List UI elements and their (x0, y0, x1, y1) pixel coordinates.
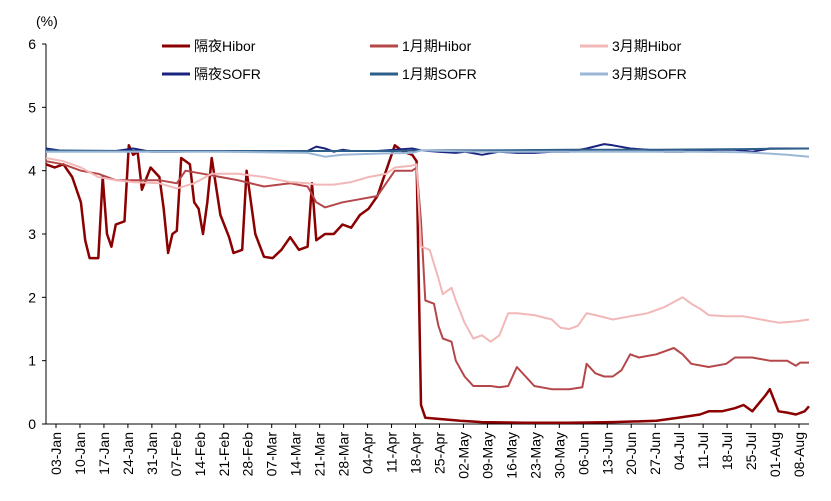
x-tick-label: 23-May (527, 432, 543, 479)
y-tick-label: 1 (28, 353, 36, 369)
y-tick-label: 2 (28, 289, 36, 305)
x-tick-label: 08-Aug (791, 432, 807, 477)
legend-label: 隔夜Hibor (194, 38, 256, 54)
legend-item-3: 隔夜SOFR (162, 66, 261, 82)
series-layer (45, 143, 810, 424)
x-tick-label: 04-Apr (360, 432, 376, 474)
x-tick-label: 01-Aug (767, 432, 783, 477)
x-tick-label: 10-Jan (72, 432, 88, 475)
legend-label: 3月期Hibor (612, 38, 682, 54)
x-tick-label: 14-Feb (192, 432, 208, 477)
x-tick-label: 25-Jul (743, 432, 759, 470)
x-tick-label: 04-Jul (671, 432, 687, 470)
legend-item-5: 3月期SOFR (580, 66, 687, 82)
x-tick-label: 30-May (551, 432, 567, 479)
x-tick-label: 06-Jun (575, 432, 591, 475)
x-tick-label: 17-Jan (96, 432, 112, 475)
legend-label: 1月期SOFR (402, 66, 477, 82)
legend-label: 1月期Hibor (402, 38, 472, 54)
x-tick-label: 28-Mar (336, 432, 352, 477)
x-tick-label: 11-Apr (384, 432, 400, 473)
y-tick-label: 0 (28, 416, 36, 432)
x-tick-label: 31-Jan (144, 432, 160, 475)
axes: 0 1 2 3 4 5 6 03-Jan 10-Jan 17-Jan 24-Jan 31-Jan 07-… (28, 36, 809, 479)
series-line-0 (45, 144, 810, 424)
y-unit-label: (%) (36, 13, 58, 29)
legend-label: 3月期SOFR (612, 66, 687, 82)
legend-item-0: 隔夜Hibor (162, 38, 256, 54)
x-tick-label: 14-Mar (288, 432, 304, 477)
x-tick-label: 24-Jan (120, 432, 136, 475)
legend-item-4: 1月期SOFR (370, 66, 477, 82)
x-tick-label: 18-Jul (719, 432, 735, 470)
x-tick-label: 09-May (479, 432, 495, 479)
x-tick-label: 25-Apr (431, 432, 447, 474)
x-tick-label: 13-Jun (599, 432, 615, 475)
x-tick-label: 07-Feb (168, 432, 184, 477)
legend: 隔夜Hibor 1月期Hibor 3月期Hibor 隔夜SOFR 1月期SOFR 3月期S… (162, 38, 687, 82)
x-tick-label: 21-Feb (216, 432, 232, 477)
x-tick-label: 07-Mar (264, 432, 280, 477)
legend-label: 隔夜SOFR (194, 66, 261, 82)
y-tick-label: 6 (28, 36, 36, 52)
series-line-2 (45, 157, 810, 343)
x-tick-label: 20-Jun (623, 432, 639, 475)
x-tick-label: 28-Feb (240, 432, 256, 477)
legend-item-2: 3月期Hibor (580, 38, 682, 54)
legend-item-1: 1月期Hibor (370, 38, 472, 54)
series-line-1 (45, 160, 809, 391)
y-tick-label: 5 (28, 99, 36, 115)
x-tick-label: 27-Jun (647, 432, 663, 475)
series-line-5 (46, 149, 810, 158)
x-tick-label: 03-Jan (48, 432, 64, 475)
x-tick-label: 02-May (455, 432, 471, 479)
y-tick-label: 4 (28, 163, 36, 179)
y-tick-label: 3 (28, 226, 36, 242)
x-tick-label: 18-Apr (408, 432, 424, 474)
x-tick-label: 11-Jul (695, 432, 711, 469)
x-tick-label: 16-May (503, 432, 519, 479)
x-tick-label: 21-Mar (312, 432, 328, 477)
